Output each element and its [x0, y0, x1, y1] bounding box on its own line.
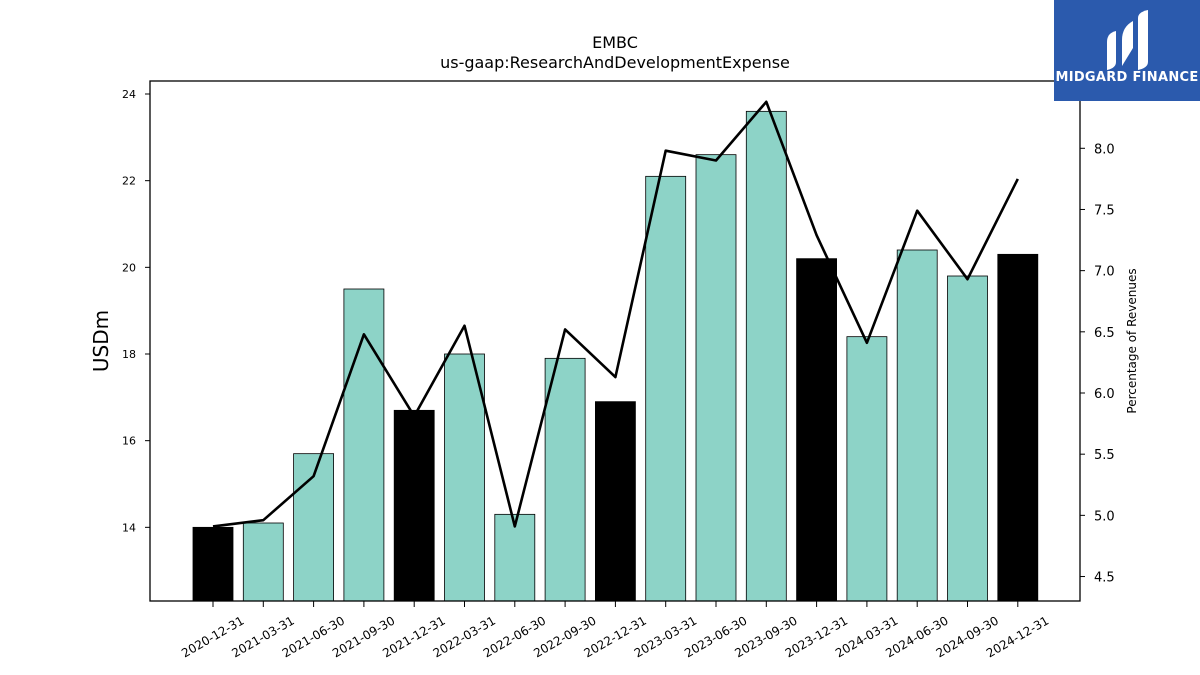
y-axis-label-left: USDm [89, 310, 113, 372]
bar-2023-06-30 [695, 154, 737, 602]
right-tick-label: 5.0 [1094, 509, 1115, 524]
right-tick-label: 7.0 [1094, 265, 1115, 280]
left-tick-label: 20 [122, 261, 136, 274]
right-tick-label: 6.5 [1094, 326, 1115, 341]
left-tick-label: 24 [122, 88, 136, 101]
y-axis-label-right: Percentage of Revenues [1125, 268, 1139, 413]
bar-2021-03-31 [242, 522, 284, 602]
left-tick-label: 22 [122, 175, 136, 188]
bar-2023-03-31 [645, 175, 687, 602]
bar-2021-09-30 [343, 288, 385, 602]
left-tick-label: 16 [122, 435, 136, 448]
bar-2022-12-31 [595, 401, 636, 602]
right-tick-label: 5.5 [1094, 448, 1115, 463]
chart-title: EMBC [592, 33, 638, 52]
bar-2024-09-30 [947, 275, 988, 602]
bar-2020-12-31 [192, 526, 234, 602]
bar-2022-03-31 [444, 353, 485, 602]
x-axis-ticks: 2020-12-312021-03-312021-06-302021-09-30… [179, 601, 1051, 660]
bar-2021-12-31 [393, 409, 435, 602]
bar-series [192, 110, 1039, 602]
bar-2021-06-30 [293, 453, 335, 602]
left-tick-label: 18 [122, 348, 136, 361]
right-tick-label: 7.5 [1094, 203, 1115, 218]
brand-mark-icon [1107, 10, 1148, 70]
right-tick-label: 8.0 [1094, 142, 1115, 157]
left-axis-ticks: 14 16 18 20 22 24 [122, 88, 150, 534]
bar-2022-06-30 [494, 513, 536, 602]
bar-2024-03-31 [846, 336, 888, 602]
brand-logo: MIDGARD FINANCE [1054, 0, 1200, 101]
bar-2023-12-31 [796, 258, 837, 602]
percentage-line [212, 100, 1019, 528]
bar-2022-09-30 [544, 357, 586, 602]
bar-2024-06-30 [896, 249, 938, 602]
bar-2023-09-30 [745, 110, 787, 602]
right-axis-ticks: 4.5 5.0 5.5 6.0 6.5 7.0 7.5 8.0 [1080, 142, 1115, 586]
right-tick-label: 6.0 [1094, 387, 1115, 402]
right-tick-label: 4.5 [1094, 571, 1115, 586]
left-tick-label: 14 [122, 521, 136, 534]
chart-subtitle: us-gaap:ResearchAndDevelopmentExpense [440, 53, 790, 72]
percentage-line-series [212, 100, 1019, 528]
bar-2024-12-31 [997, 253, 1039, 602]
brand-name: MIDGARD FINANCE [1055, 70, 1198, 85]
